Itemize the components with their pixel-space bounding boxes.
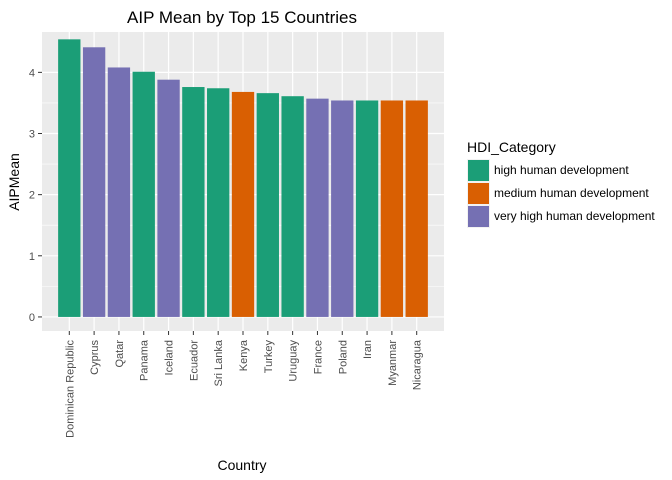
x-tick-label: Nicaragua [412, 339, 424, 390]
legend-label: high human development [494, 163, 629, 177]
x-tick-label: Cyprus [89, 340, 101, 375]
bar [157, 79, 180, 317]
x-tick-label: France [312, 340, 324, 374]
chart-title: AIP Mean by Top 15 Countries [127, 8, 357, 27]
x-tick-label: Poland [337, 340, 349, 374]
y-tick-label: 3 [29, 129, 35, 141]
bar [331, 100, 354, 317]
x-axis-title: Country [217, 457, 266, 473]
x-tick-label: Turkey [263, 340, 275, 374]
x-tick-label: Kenya [238, 339, 250, 371]
x-tick-label: Qatar [114, 340, 126, 368]
x-tick-label: Dominican Republic [64, 340, 76, 438]
x-axis: Dominican Republic Cyprus Qatar Panama Icela… [64, 331, 424, 438]
bar [256, 93, 279, 317]
x-tick-label: Iceland [164, 340, 176, 375]
y-axis-title: AIPMean [6, 153, 22, 211]
x-tick-label: Panama [139, 339, 151, 381]
x-tick-label: Uruguay [288, 340, 300, 382]
bar [82, 47, 106, 317]
bar [231, 91, 255, 317]
legend-title: HDI_Category [467, 139, 556, 155]
bar [306, 98, 329, 317]
bars [58, 39, 428, 317]
y-tick-label: 0 [29, 312, 35, 324]
y-tick-label: 2 [29, 190, 35, 202]
bar [380, 100, 404, 317]
bar [107, 67, 131, 317]
bar [405, 100, 428, 317]
legend-swatch [468, 160, 489, 181]
legend-label: very high human development [494, 209, 655, 223]
x-tick-label: Ecuador [188, 340, 200, 381]
bar [132, 71, 155, 317]
bar [355, 100, 379, 317]
legend-swatch [468, 206, 489, 227]
x-tick-label: Sri Lanka [213, 339, 225, 386]
legend: HDI_Category high human development mediu… [467, 139, 655, 228]
legend-swatch [468, 183, 489, 204]
bar [207, 88, 230, 317]
y-axis: 0 1 2 3 4 [29, 67, 42, 324]
y-tick-label: 1 [29, 251, 35, 263]
legend-label: medium human development [494, 186, 649, 200]
x-tick-label: Myanmar [387, 340, 399, 386]
y-tick-label: 4 [29, 67, 35, 79]
bar [58, 39, 81, 317]
bar [182, 87, 205, 317]
x-tick-label: Iran [362, 340, 374, 359]
bar [281, 96, 304, 317]
